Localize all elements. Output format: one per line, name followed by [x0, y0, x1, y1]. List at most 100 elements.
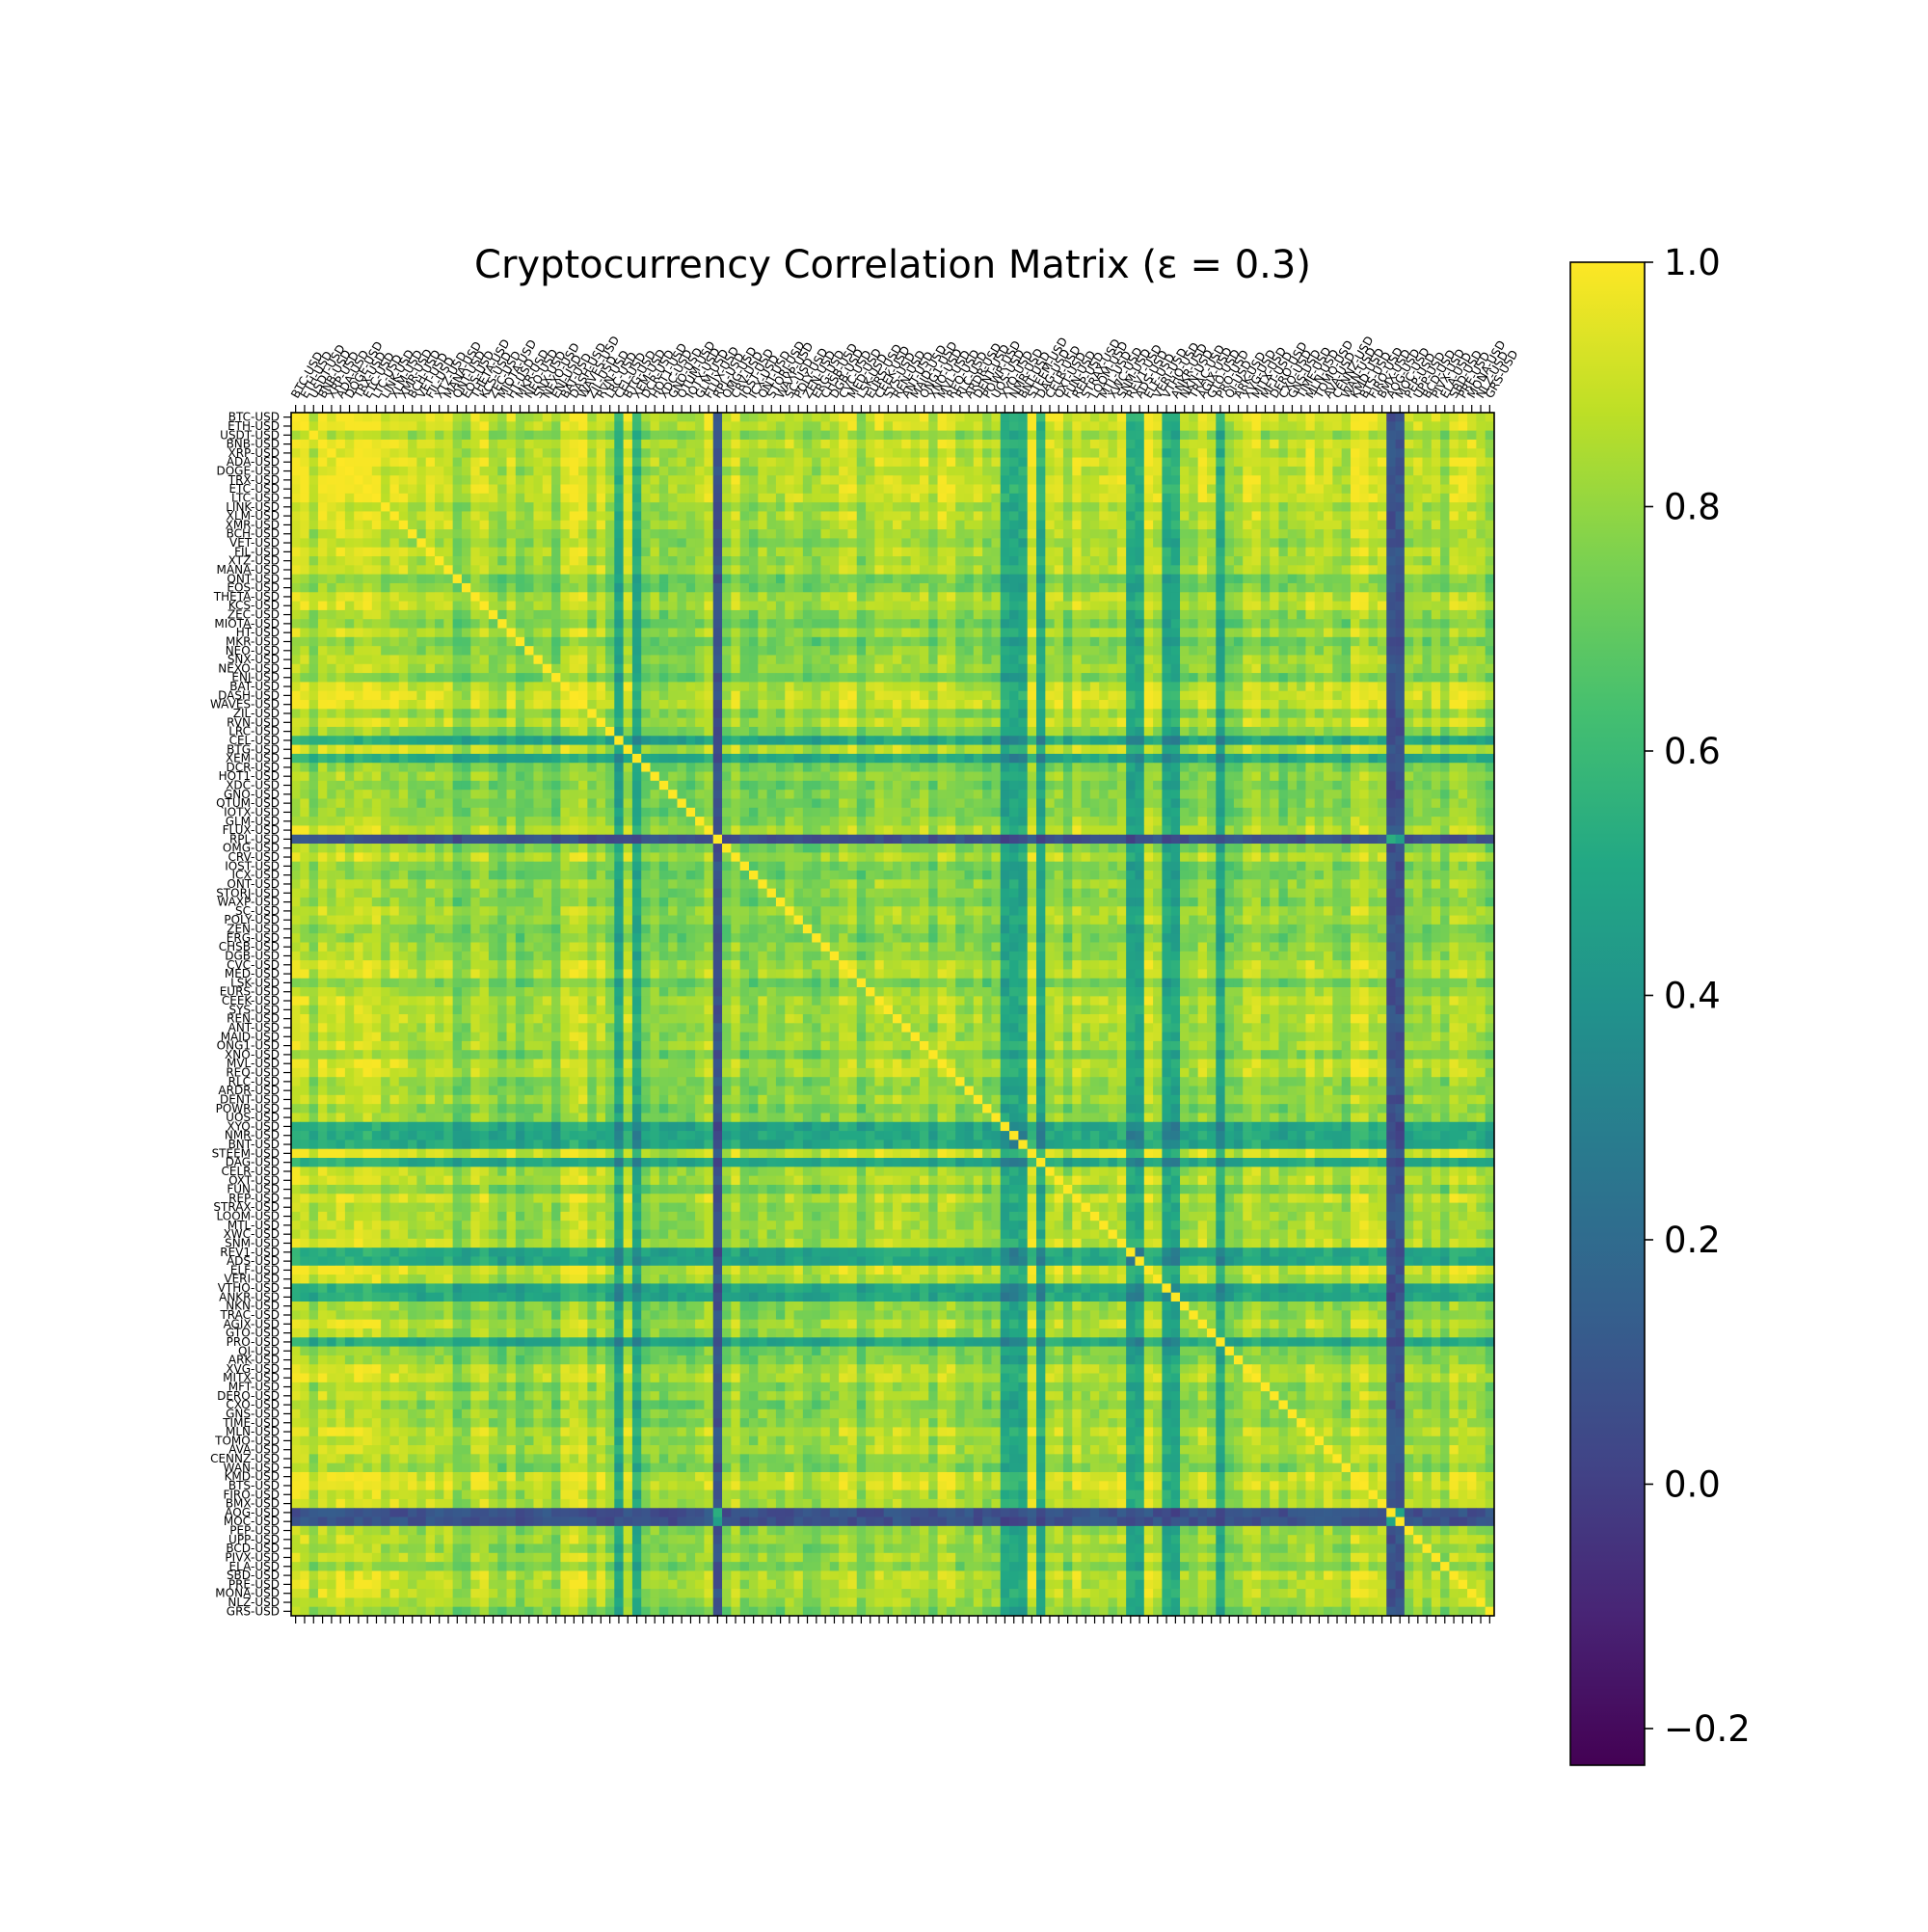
heatmap-cell	[317, 475, 328, 485]
heatmap-cell	[542, 538, 552, 549]
heatmap-cell	[1395, 628, 1406, 638]
heatmap-cell	[1099, 609, 1109, 620]
heatmap-cell	[435, 430, 444, 441]
heatmap-cell	[919, 430, 929, 441]
heatmap-cell	[839, 520, 848, 530]
heatmap-cell	[1270, 646, 1279, 656]
heatmap-cell	[1009, 592, 1019, 602]
heatmap-cell	[327, 520, 336, 530]
heatmap-cell	[389, 717, 400, 728]
heatmap-cell	[506, 663, 517, 674]
heatmap-cell	[587, 717, 598, 728]
heatmap-cell	[901, 430, 912, 441]
heatmap-cell	[1216, 636, 1225, 647]
heatmap-cell	[1422, 619, 1433, 629]
heatmap-cell	[1009, 547, 1019, 557]
heatmap-cell	[1054, 690, 1064, 701]
heatmap-cell	[928, 511, 938, 522]
heatmap-cell	[829, 421, 840, 432]
heatmap-cell	[1287, 690, 1298, 701]
heatmap-cell	[398, 556, 409, 566]
heatmap-cell	[1170, 700, 1181, 710]
heatmap-cell	[1431, 493, 1441, 503]
heatmap-cell	[785, 475, 794, 485]
heatmap-cell	[623, 646, 633, 656]
heatmap-cell	[1189, 502, 1199, 512]
heatmap-cell	[1287, 493, 1298, 503]
heatmap-cell	[317, 636, 328, 647]
heatmap-cell	[461, 609, 471, 620]
heatmap-cell	[578, 466, 588, 476]
heatmap-cell	[820, 582, 831, 593]
heatmap-cell	[479, 663, 490, 674]
heatmap-cell	[919, 565, 929, 576]
heatmap-cell	[973, 538, 983, 549]
heatmap-cell	[497, 556, 507, 566]
heatmap-cell	[1404, 646, 1414, 656]
heatmap-cell	[1072, 565, 1082, 576]
heatmap-cell	[435, 682, 444, 692]
heatmap-cell	[1458, 529, 1468, 539]
heatmap-cell	[587, 736, 598, 745]
heatmap-cell	[569, 619, 579, 629]
heatmap-cell	[668, 628, 678, 638]
heatmap-cell	[1422, 717, 1433, 728]
heatmap-cell	[1467, 565, 1477, 576]
heatmap-cell	[533, 582, 544, 593]
heatmap-cell	[443, 466, 454, 476]
heatmap-cell	[1170, 421, 1181, 432]
heatmap-cell	[1224, 484, 1235, 495]
heatmap-cell	[291, 556, 301, 566]
heatmap-cell	[1189, 726, 1199, 737]
heatmap-cell	[1413, 636, 1423, 647]
heatmap-cell	[946, 448, 956, 458]
heatmap-cell	[1233, 520, 1244, 530]
heatmap-cell	[362, 690, 373, 701]
heatmap-cell	[1099, 502, 1109, 512]
heatmap-cell	[1216, 655, 1225, 665]
heatmap-cell	[712, 565, 723, 576]
heatmap-cell	[1324, 430, 1333, 441]
heatmap-cell	[704, 448, 714, 458]
heatmap-cell	[596, 493, 606, 503]
heatmap-cell	[1081, 466, 1091, 476]
heatmap-cell	[1116, 439, 1127, 449]
heatmap-cell	[1108, 520, 1118, 530]
heatmap-cell	[443, 493, 454, 503]
heatmap-cell	[1170, 628, 1181, 638]
heatmap-cell	[658, 511, 669, 522]
heatmap-cell	[1422, 609, 1433, 620]
heatmap-cell	[1413, 646, 1423, 656]
heatmap-cell	[578, 511, 588, 522]
heatmap-cell	[515, 556, 525, 566]
heatmap-cell	[1350, 547, 1360, 557]
heatmap-cell	[631, 502, 642, 512]
heatmap-cell	[1476, 582, 1486, 593]
heatmap-cell	[658, 574, 669, 584]
heatmap-cell	[785, 448, 794, 458]
heatmap-cell	[479, 646, 490, 656]
heatmap-cell	[1449, 601, 1459, 611]
heatmap-cell	[1386, 502, 1396, 512]
heatmap-cell	[1431, 448, 1441, 458]
heatmap-cell	[1458, 609, 1468, 620]
heatmap-cell	[408, 717, 417, 728]
heatmap-cell	[668, 502, 678, 512]
heatmap-cell	[1350, 682, 1360, 692]
heatmap-cell	[1251, 529, 1262, 539]
heatmap-cell	[578, 520, 588, 530]
heatmap-cell	[1305, 556, 1316, 566]
heatmap-cell	[470, 709, 480, 719]
heatmap-cell	[1350, 636, 1360, 647]
heatmap-cell	[1054, 502, 1064, 512]
heatmap-cell	[614, 628, 624, 638]
heatmap-cell	[497, 609, 507, 620]
heatmap-cell	[470, 574, 480, 584]
heatmap-cell	[1278, 574, 1289, 584]
heatmap-cell	[1422, 439, 1433, 449]
heatmap-cell	[1449, 709, 1459, 719]
heatmap-cell	[1386, 700, 1396, 710]
heatmap-cell	[1386, 493, 1396, 503]
heatmap-cell	[1314, 636, 1325, 647]
heatmap-cell	[1440, 592, 1450, 602]
